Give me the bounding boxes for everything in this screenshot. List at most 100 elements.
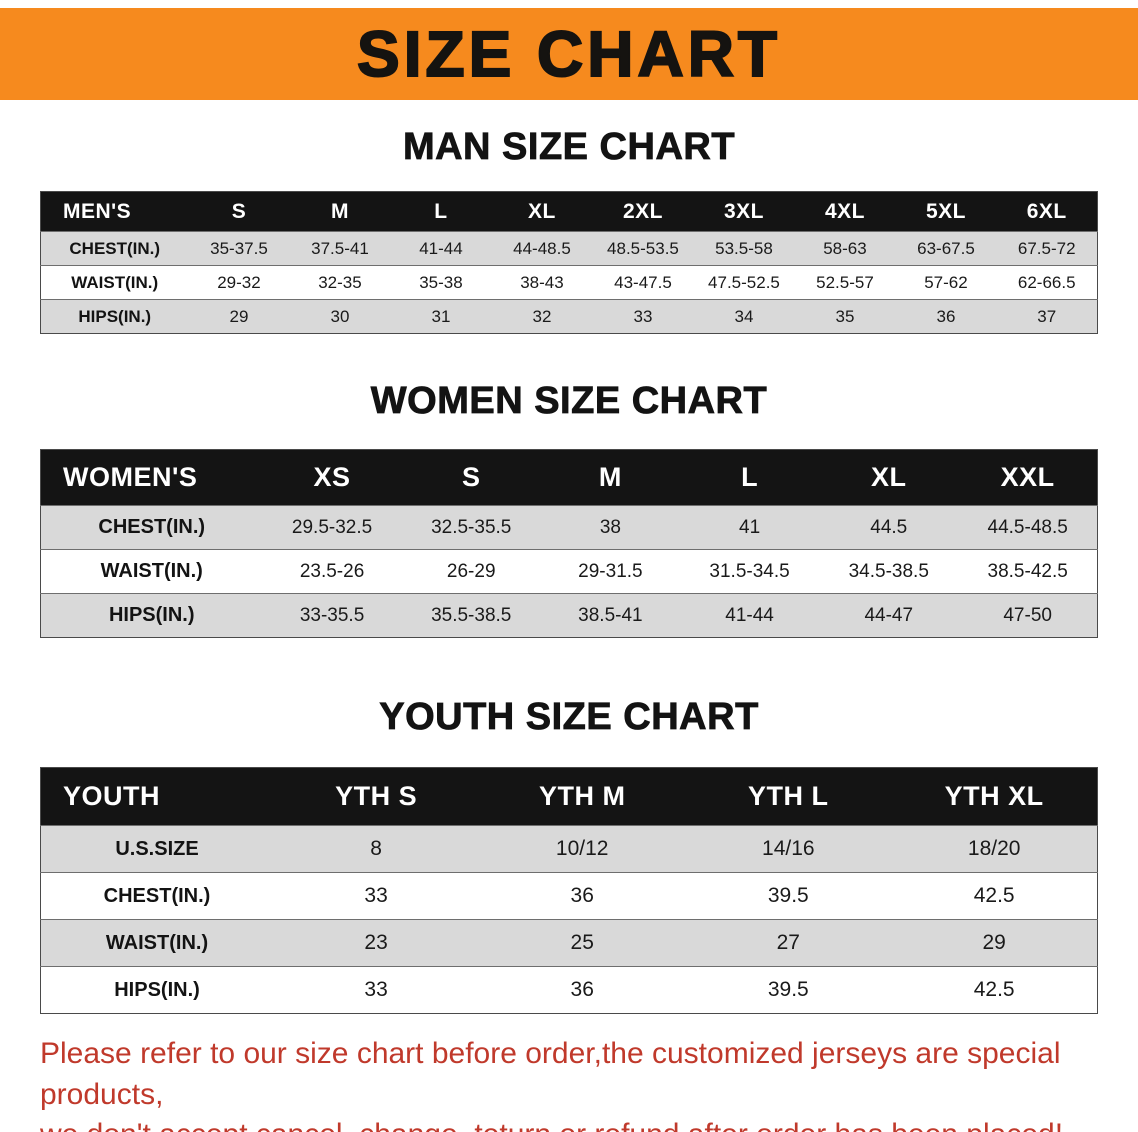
value-cell: 35.5-38.5 (431, 604, 512, 626)
value-cell: 41-44 (725, 604, 774, 626)
value-cell: 38.5-41 (578, 604, 643, 626)
row-label-cell: HIPS(IN.) (114, 978, 200, 1001)
size-column-header: L (390, 191, 492, 232)
size-column-header: S (188, 191, 290, 232)
size-column-header: 5XL (895, 191, 997, 232)
value-cell: 32-35 (318, 272, 362, 292)
size-column-header: XL (491, 191, 593, 232)
row-label-cell: CHEST(IN.) (103, 884, 211, 907)
value-cell: 29 (229, 306, 249, 326)
value-cell: 57-62 (924, 272, 968, 292)
header-row: YOUTH YTH S YTH M YTH L YTH XL (40, 767, 1098, 826)
row-label-cell: WAIST(IN.) (100, 560, 203, 582)
size-column-header: YTH L (685, 767, 892, 826)
measurement-row: WAIST(IN.) 23.5-26 26-29 29-31.5 31.5-34.5 34… (40, 549, 1098, 594)
women-size-table: WOMEN'S XS S M L XL XXL CHEST(IN.) 29.5-32.5 32.5… (40, 449, 1098, 638)
value-cell: 58-63 (823, 238, 867, 258)
value-cell: 41-44 (419, 238, 463, 258)
size-column-header: XXL (958, 449, 1098, 506)
value-cell: 52.5-57 (816, 272, 874, 292)
size-chart-banner: SIZE CHART (0, 8, 1138, 100)
row-label-cell: WAIST(IN.) (71, 272, 159, 292)
value-cell: 38 (599, 516, 621, 538)
size-column-header: 2XL (592, 191, 694, 232)
row-label-cell: CHEST(IN.) (69, 238, 161, 258)
value-cell: 35-38 (419, 272, 463, 292)
value-cell: 47-50 (1003, 604, 1052, 626)
value-cell: 8 (370, 837, 382, 860)
order-disclaimer: Please refer to our size chart before or… (40, 1034, 1114, 1132)
value-cell: 67.5-72 (1017, 238, 1076, 258)
value-cell: 48.5-53.5 (607, 238, 679, 258)
value-cell: 38-43 (520, 272, 564, 292)
row-label-cell: HIPS(IN.) (78, 306, 152, 326)
value-cell: 18/20 (967, 837, 1021, 860)
value-cell: 33 (364, 978, 388, 1001)
value-cell: 14/16 (762, 837, 815, 860)
value-cell: 47.5-52.5 (708, 272, 780, 292)
value-cell: 35-37.5 (210, 238, 268, 258)
value-cell: 23 (364, 931, 388, 954)
value-cell: 37.5-41 (311, 238, 369, 258)
value-cell: 36 (570, 884, 594, 907)
row-label-cell: WAIST(IN.) (105, 931, 209, 954)
size-column-header: L (679, 449, 820, 506)
value-cell: 44-47 (864, 604, 914, 626)
value-cell: 33 (633, 306, 653, 326)
value-cell: 44-48.5 (513, 238, 571, 258)
page-title: SIZE CHART (356, 17, 781, 91)
value-cell: 42.5 (973, 978, 1015, 1001)
value-cell: 43-47.5 (614, 272, 672, 292)
value-cell: 63-67.5 (917, 238, 975, 258)
size-column-header: XS (262, 449, 402, 506)
row-label-cell: U.S.SIZE (115, 837, 199, 860)
row-label-cell: HIPS(IN.) (108, 604, 195, 626)
measurement-row: CHEST(IN.) 33 36 39.5 42.5 (40, 872, 1098, 920)
measurement-row: HIPS(IN.) 33 36 39.5 42.5 (40, 966, 1098, 1014)
measurement-row: CHEST(IN.) 29.5-32.5 32.5-35.5 38 41 44.5 44.5… (40, 505, 1098, 550)
measurement-row: CHEST(IN.) 35-37.5 37.5-41 41-44 44-48.5 48.5… (40, 231, 1098, 266)
value-cell: 10/12 (555, 837, 609, 860)
value-cell: 32 (532, 306, 552, 326)
value-cell: 25 (570, 931, 594, 954)
value-cell: 44.5 (870, 516, 908, 538)
header-row: MEN'S S M L XL 2XL 3XL 4XL 5XL 6XL (40, 191, 1098, 232)
size-column-header: YTH M (479, 767, 686, 826)
measurement-row: WAIST(IN.) 23 25 27 29 (40, 919, 1098, 967)
men-size-section: MAN SIZE CHART MEN'S S M L XL 2XL 3XL 4XL 5XL 6XL… (0, 126, 1138, 334)
size-column-header: YTH S (273, 767, 480, 826)
size-column-header: 3XL (693, 191, 795, 232)
value-cell: 31.5-34.5 (709, 560, 790, 582)
value-cell: 36 (936, 306, 956, 326)
value-cell: 35 (835, 306, 855, 326)
value-cell: 38.5-42.5 (987, 560, 1068, 582)
measurement-row: HIPS(IN.) 33-35.5 35.5-38.5 38.5-41 41-44 44-… (40, 593, 1098, 638)
value-cell: 34 (734, 306, 754, 326)
measurement-row: HIPS(IN.) 29 30 31 32 33 34 35 36 37 (40, 299, 1098, 334)
value-cell: 36 (570, 978, 594, 1001)
value-cell: 23.5-26 (299, 560, 365, 582)
value-cell: 34.5-38.5 (848, 560, 929, 582)
value-cell: 29.5-32.5 (291, 516, 373, 538)
value-cell: 53.5-58 (715, 238, 773, 258)
value-cell: 29-32 (217, 272, 261, 292)
value-cell: 26-29 (446, 560, 496, 582)
table-title-cell: WOMEN'S (40, 449, 263, 506)
youth-size-table: YOUTH YTH S YTH M YTH L YTH XL U.S.SIZE 8 10/12… (40, 767, 1098, 1014)
size-column-header: 6XL (996, 191, 1098, 232)
measurement-row: U.S.SIZE 8 10/12 14/16 18/20 (40, 825, 1098, 873)
youth-section-heading: YOUTH SIZE CHART (379, 696, 759, 739)
men-section-heading: MAN SIZE CHART (402, 126, 736, 169)
value-cell: 32.5-35.5 (431, 516, 512, 538)
value-cell: 39.5 (767, 884, 809, 907)
size-column-header: M (540, 449, 680, 506)
size-column-header: 4XL (794, 191, 896, 232)
value-cell: 33-35.5 (299, 604, 365, 626)
women-size-section: WOMEN SIZE CHART WOMEN'S XS S M L XL XXL CHEST(… (0, 380, 1138, 638)
table-title-cell: MEN'S (40, 191, 189, 232)
disclaimer-line-2: we don't accept cancel, change, teturn o… (40, 1115, 1114, 1132)
value-cell: 30 (330, 306, 350, 326)
table-title-cell: YOUTH (40, 767, 274, 826)
value-cell: 33 (364, 884, 388, 907)
value-cell: 42.5 (973, 884, 1015, 907)
